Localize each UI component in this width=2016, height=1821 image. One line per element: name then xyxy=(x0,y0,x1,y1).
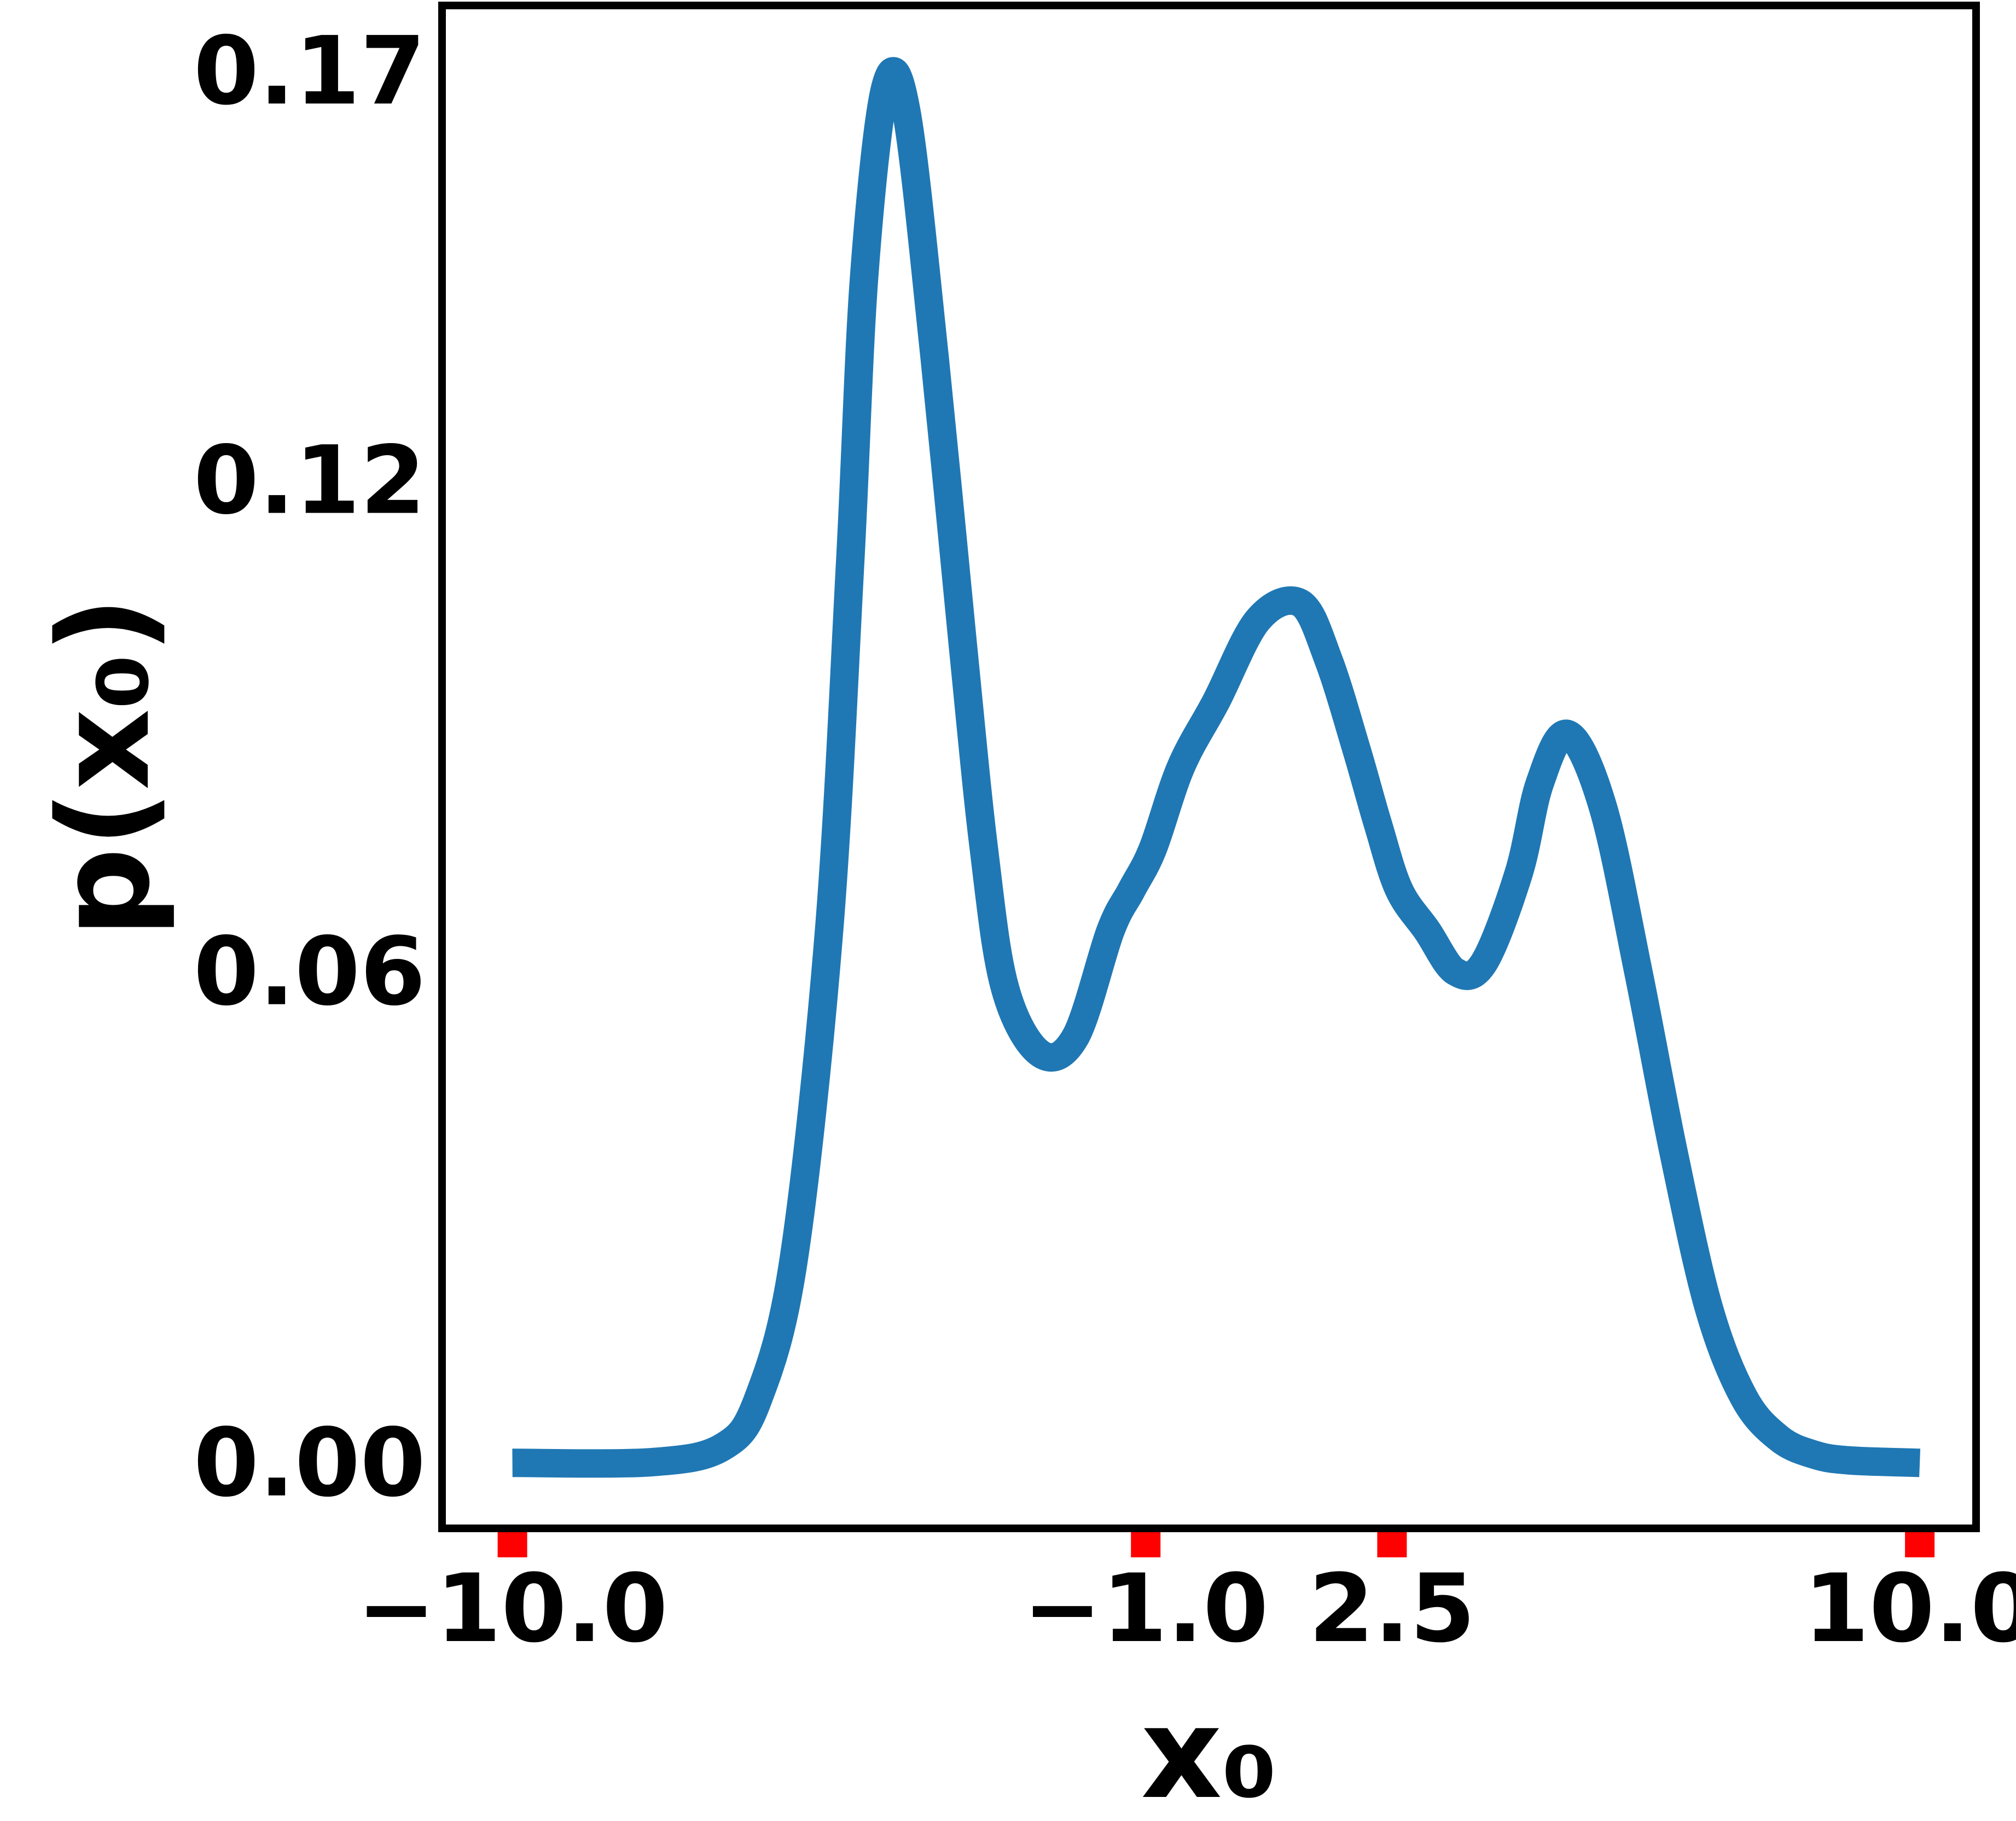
x-tick-marks xyxy=(497,1532,1935,1557)
x-tick-label-3: 10.0 xyxy=(1804,1554,2016,1663)
y-tick-label-1: 0.06 xyxy=(194,917,426,1027)
y-tick-label-2: 0.12 xyxy=(194,426,426,536)
x-tick-label-0: −10.0 xyxy=(357,1554,668,1663)
series-group xyxy=(512,57,1921,1478)
x-tick-mark-2 xyxy=(1377,1532,1407,1557)
x-tick-labels: −10.0 −1.0 2.5 10.0 xyxy=(357,1554,2016,1663)
y-tick-labels: 0.00 0.06 0.12 0.17 xyxy=(194,16,426,1518)
x-tick-mark-0 xyxy=(497,1532,527,1557)
y-tick-label-3: 0.17 xyxy=(194,16,426,126)
x-tick-mark-1 xyxy=(1131,1532,1161,1557)
x-tick-label-2: 2.5 xyxy=(1309,1554,1475,1663)
x-axis-label: x₀ xyxy=(1141,1681,1277,1821)
series-line-0 xyxy=(512,57,1921,1478)
plot-frame xyxy=(438,2,1980,1532)
y-axis-label: p(x₀) xyxy=(32,596,178,938)
x-tick-label-1: −1.0 xyxy=(1023,1554,1269,1663)
y-tick-label-0: 0.00 xyxy=(194,1408,426,1518)
x-tick-mark-3 xyxy=(1905,1532,1935,1557)
